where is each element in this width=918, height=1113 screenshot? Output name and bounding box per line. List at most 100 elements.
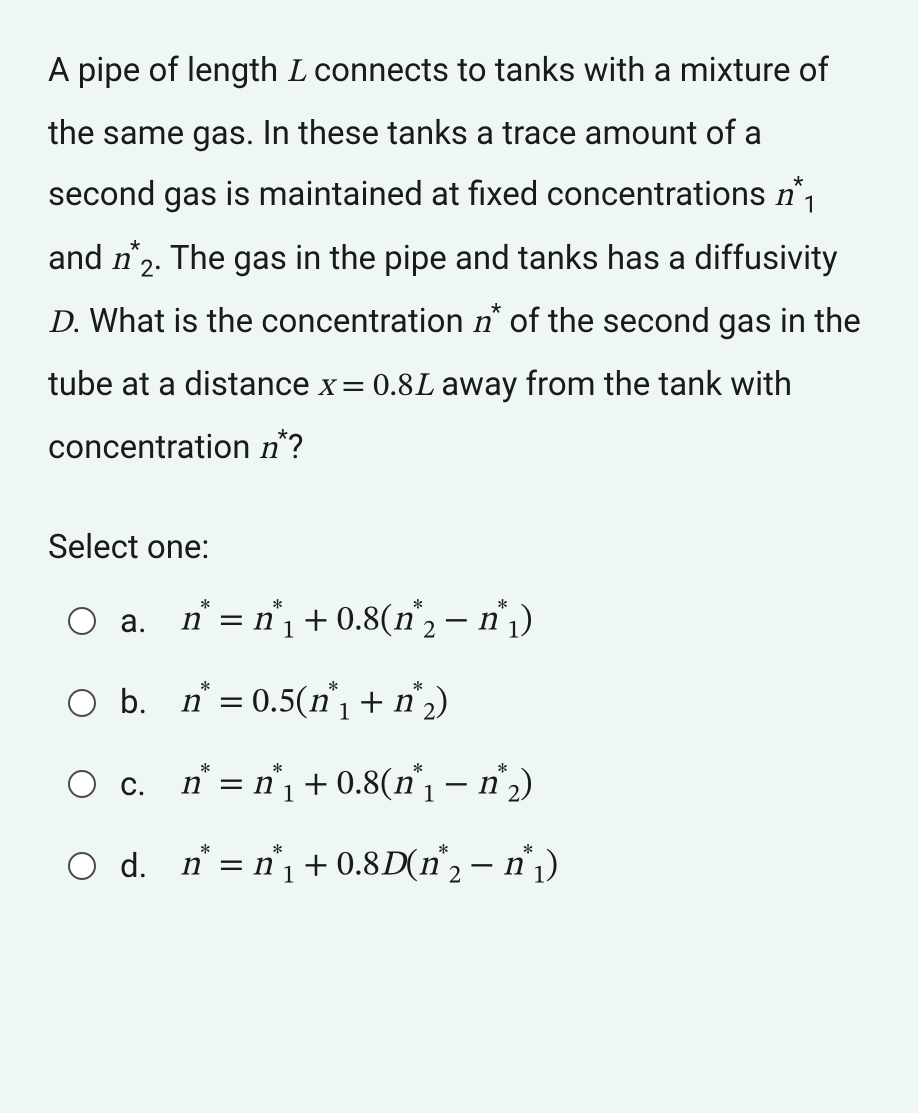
var-L2: L [414,370,433,403]
b-lhs-sup: * [200,680,210,705]
var-D: D [48,307,72,340]
a-t1-sup: * [272,598,282,623]
q-and: and [48,239,111,278]
option-c[interactable]: c. n* = n*1 + 0.8(n*1 − n*2) [68,759,870,811]
options-list: a. n* = n*1 + 0.8(n*2 − n*1) b. n* = 0.5… [48,595,870,892]
c-t2-sup: * [413,762,423,787]
d-t3-sub: 1 [533,864,545,889]
eq-sign: = [334,370,373,403]
option-b-formula: n* = 0.5(n*1 + n*2) [180,677,448,729]
d-t1-sup: * [272,843,282,868]
q-part4: . What is the concentration [72,302,472,341]
c-t1-n: n [252,767,272,802]
var-n1: n [774,180,793,213]
q-part3: . The gas in the pipe and tanks has a di… [154,239,838,278]
b-rp: ) [435,686,448,721]
c-eq: = [211,767,253,802]
c-lp: ( [380,767,393,802]
c-t3-sub: 2 [508,782,520,807]
option-c-label: c. [120,765,156,804]
c-t2-sub: 1 [423,782,435,807]
b-coef: 0.5 [252,686,295,721]
val-08: 0.8 [373,370,414,403]
a-minus: − [435,604,477,639]
radio-b[interactable] [68,689,96,717]
option-b-label: b. [120,683,156,722]
a-coef: 0.8 [337,604,380,639]
radio-d[interactable] [68,852,96,880]
c-t2-n: n [393,767,413,802]
d-lhs-n: n [180,849,200,884]
a-lp: ( [380,604,393,639]
a-rp: ) [520,604,533,639]
b-lp: ( [295,686,308,721]
option-d[interactable]: d. n* = n*1 + 0.8D(n*2 − n*1) [68,840,870,892]
q-part1: A pipe of length [48,51,286,90]
option-d-formula: n* = n*1 + 0.8D(n*2 − n*1) [180,840,558,892]
d-plus: + [295,849,337,884]
question-text: A pipe of length L connects to tanks wit… [48,40,870,480]
var-nstar: n [472,307,491,340]
b-t1-n: n [308,686,328,721]
option-a-label: a. [120,602,156,641]
question-card: A pipe of length L connects to tanks wit… [0,0,918,1113]
c-lhs-sup: * [200,762,210,787]
a-t1-n: n [252,604,272,639]
b-t2-sup: * [413,680,423,705]
a-t3-sup: * [497,598,507,623]
var-n2: n [111,244,130,277]
d-t1-sub: 1 [283,864,295,889]
a-t2-sup: * [413,598,423,623]
d-lp: ( [406,849,419,884]
var-n1-sub: 1 [804,191,817,219]
radio-a[interactable] [68,607,96,635]
c-t1-sup: * [272,762,282,787]
c-t1-sub: 1 [283,782,295,807]
c-coef: 0.8 [337,767,380,802]
option-b[interactable]: b. n* = 0.5(n*1 + n*2) [68,677,870,729]
option-c-formula: n* = n*1 + 0.8(n*1 − n*2) [180,759,533,811]
d-t3-sup: * [523,843,533,868]
b-plus: + [351,686,393,721]
option-a-formula: n* = n*1 + 0.8(n*2 − n*1) [180,595,533,647]
a-t1-sub: 1 [283,619,295,644]
b-eq: = [211,686,253,721]
c-t3-n: n [477,767,497,802]
a-t2-sub: 2 [423,619,435,644]
b-lhs-n: n [180,686,200,721]
var-L: L [286,56,305,89]
option-a[interactable]: a. n* = n*1 + 0.8(n*2 − n*1) [68,595,870,647]
a-lhs-n: n [180,604,200,639]
b-t2-n: n [393,686,413,721]
a-eq: = [211,604,253,639]
q-qmark: ? [288,428,304,467]
d-t3-n: n [503,849,523,884]
d-D: D [380,849,406,884]
d-t2-sub: 2 [449,864,461,889]
b-t2-sub: 2 [423,701,435,726]
d-coef: 0.8 [337,849,380,884]
option-d-label: d. [120,847,156,886]
d-t2-sup: * [438,843,448,868]
d-minus: − [461,849,503,884]
var-nstar2: n [259,433,278,466]
var-nstar2-sup: * [278,424,288,452]
a-lhs-sup: * [200,598,210,623]
d-eq: = [211,849,253,884]
b-t1-sub: 1 [338,701,350,726]
a-t2-n: n [393,604,413,639]
d-lhs-sup: * [200,843,210,868]
var-n2-sub: 2 [140,254,153,282]
var-n1-sup: * [793,171,803,199]
c-plus: + [295,767,337,802]
a-t3-sub: 1 [508,619,520,644]
a-t3-n: n [477,604,497,639]
a-plus: + [295,604,337,639]
c-lhs-n: n [180,767,200,802]
d-rp: ) [546,849,559,884]
select-one-label: Select one: [48,528,870,567]
c-t3-sup: * [497,762,507,787]
radio-c[interactable] [68,770,96,798]
var-x: x [318,370,334,403]
var-nstar-sup: * [491,298,501,326]
